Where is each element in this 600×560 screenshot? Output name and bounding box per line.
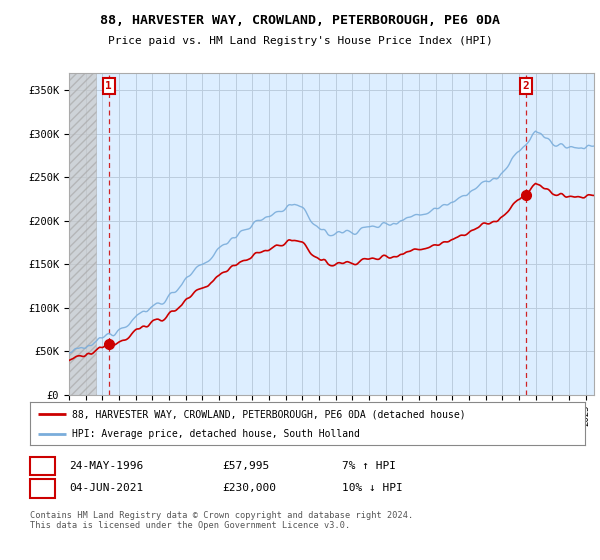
Text: 10% ↓ HPI: 10% ↓ HPI xyxy=(342,483,403,493)
Text: 1: 1 xyxy=(39,461,46,471)
Text: Contains HM Land Registry data © Crown copyright and database right 2024.
This d: Contains HM Land Registry data © Crown c… xyxy=(30,511,413,530)
Text: HPI: Average price, detached house, South Holland: HPI: Average price, detached house, Sout… xyxy=(71,430,359,440)
Text: 04-JUN-2021: 04-JUN-2021 xyxy=(69,483,143,493)
Text: 88, HARVESTER WAY, CROWLAND, PETERBOROUGH, PE6 0DA (detached house): 88, HARVESTER WAY, CROWLAND, PETERBOROUG… xyxy=(71,409,465,419)
Text: 2: 2 xyxy=(523,81,529,91)
Text: Price paid vs. HM Land Registry's House Price Index (HPI): Price paid vs. HM Land Registry's House … xyxy=(107,36,493,46)
Text: 24-MAY-1996: 24-MAY-1996 xyxy=(69,461,143,471)
Text: 1: 1 xyxy=(106,81,112,91)
Text: 7% ↑ HPI: 7% ↑ HPI xyxy=(342,461,396,471)
Text: £230,000: £230,000 xyxy=(222,483,276,493)
Text: £57,995: £57,995 xyxy=(222,461,269,471)
Text: 2: 2 xyxy=(39,483,46,493)
Text: 88, HARVESTER WAY, CROWLAND, PETERBOROUGH, PE6 0DA: 88, HARVESTER WAY, CROWLAND, PETERBOROUG… xyxy=(100,14,500,27)
